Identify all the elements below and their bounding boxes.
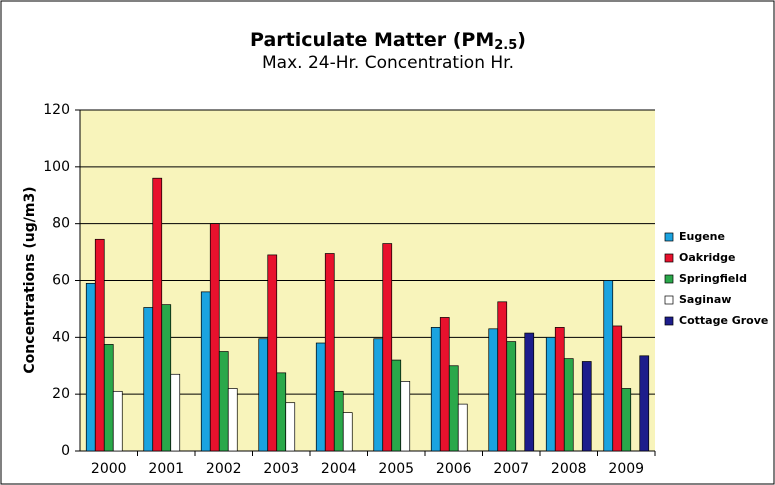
x-tick-label: 2000 [91,461,127,477]
bar [218,351,229,452]
y-tick-label: 120 [43,102,70,118]
bar [161,304,172,452]
y-axis-label: Concentrations (ug/m3) [22,186,38,373]
chart-subtitle: Max. 24-Hr. Concentration Hr. [262,53,514,73]
bar [315,342,326,452]
bar [439,317,450,452]
legend-swatch [664,253,674,263]
legend-swatch [664,316,674,326]
legend-label: Oakridge [679,251,736,264]
legend-label: Springfield [679,272,747,285]
bar [457,403,468,452]
legend-swatch [664,274,674,284]
title-subscript: 2.5 [494,38,517,53]
x-tick-label: 2007 [493,461,529,477]
x-tick-label: 2002 [206,461,242,477]
bar [152,177,163,452]
bar [85,282,96,452]
bar [170,373,181,452]
bar [430,327,441,452]
bar [603,280,614,452]
bar [400,381,411,452]
legend-swatch [664,295,674,305]
x-tick-label: 2009 [608,461,644,477]
x-tick-label: 2001 [148,461,184,477]
bar [103,344,114,452]
bar [267,254,278,452]
legend-label: Cottage Grove [679,314,768,327]
legend-swatch [664,232,674,242]
y-tick-label: 100 [43,159,70,175]
y-tick-label: 80 [52,216,70,232]
bar [112,390,123,452]
bar [545,336,556,452]
bar [373,338,384,452]
bar [333,390,344,452]
x-tick-label: 2008 [551,461,587,477]
bar [342,412,353,452]
bar [324,253,335,452]
bar [94,238,105,452]
bar [200,291,211,452]
bar [554,327,565,452]
x-tick-label: 2006 [436,461,472,477]
bar [285,402,296,452]
bar [382,243,393,452]
bar [621,388,632,452]
bar [391,359,402,452]
y-tick-label: 20 [52,386,70,402]
bar [448,365,459,452]
bar [488,328,499,452]
bar [497,301,508,452]
bar [563,358,574,452]
bar [639,355,650,452]
y-tick-label: 60 [52,273,70,289]
bar [524,332,535,452]
bar [276,372,287,452]
title-text: Particulate Matter (PM [250,29,494,51]
bar [258,338,269,452]
title-end: ) [517,29,526,51]
bar [612,325,623,452]
bar [209,223,220,452]
legend-label: Eugene [679,230,725,243]
bar [581,361,592,452]
legend-label: Saginaw [679,293,731,306]
chart-title: Particulate Matter (PM2.5) [250,29,526,53]
x-tick-label: 2004 [321,461,357,477]
x-tick-label: 2005 [378,461,414,477]
y-tick-label: 40 [52,329,70,345]
x-tick-label: 2003 [263,461,299,477]
bar [506,341,517,452]
bar [227,388,238,452]
bar [143,307,154,452]
y-tick-label: 0 [61,443,70,459]
